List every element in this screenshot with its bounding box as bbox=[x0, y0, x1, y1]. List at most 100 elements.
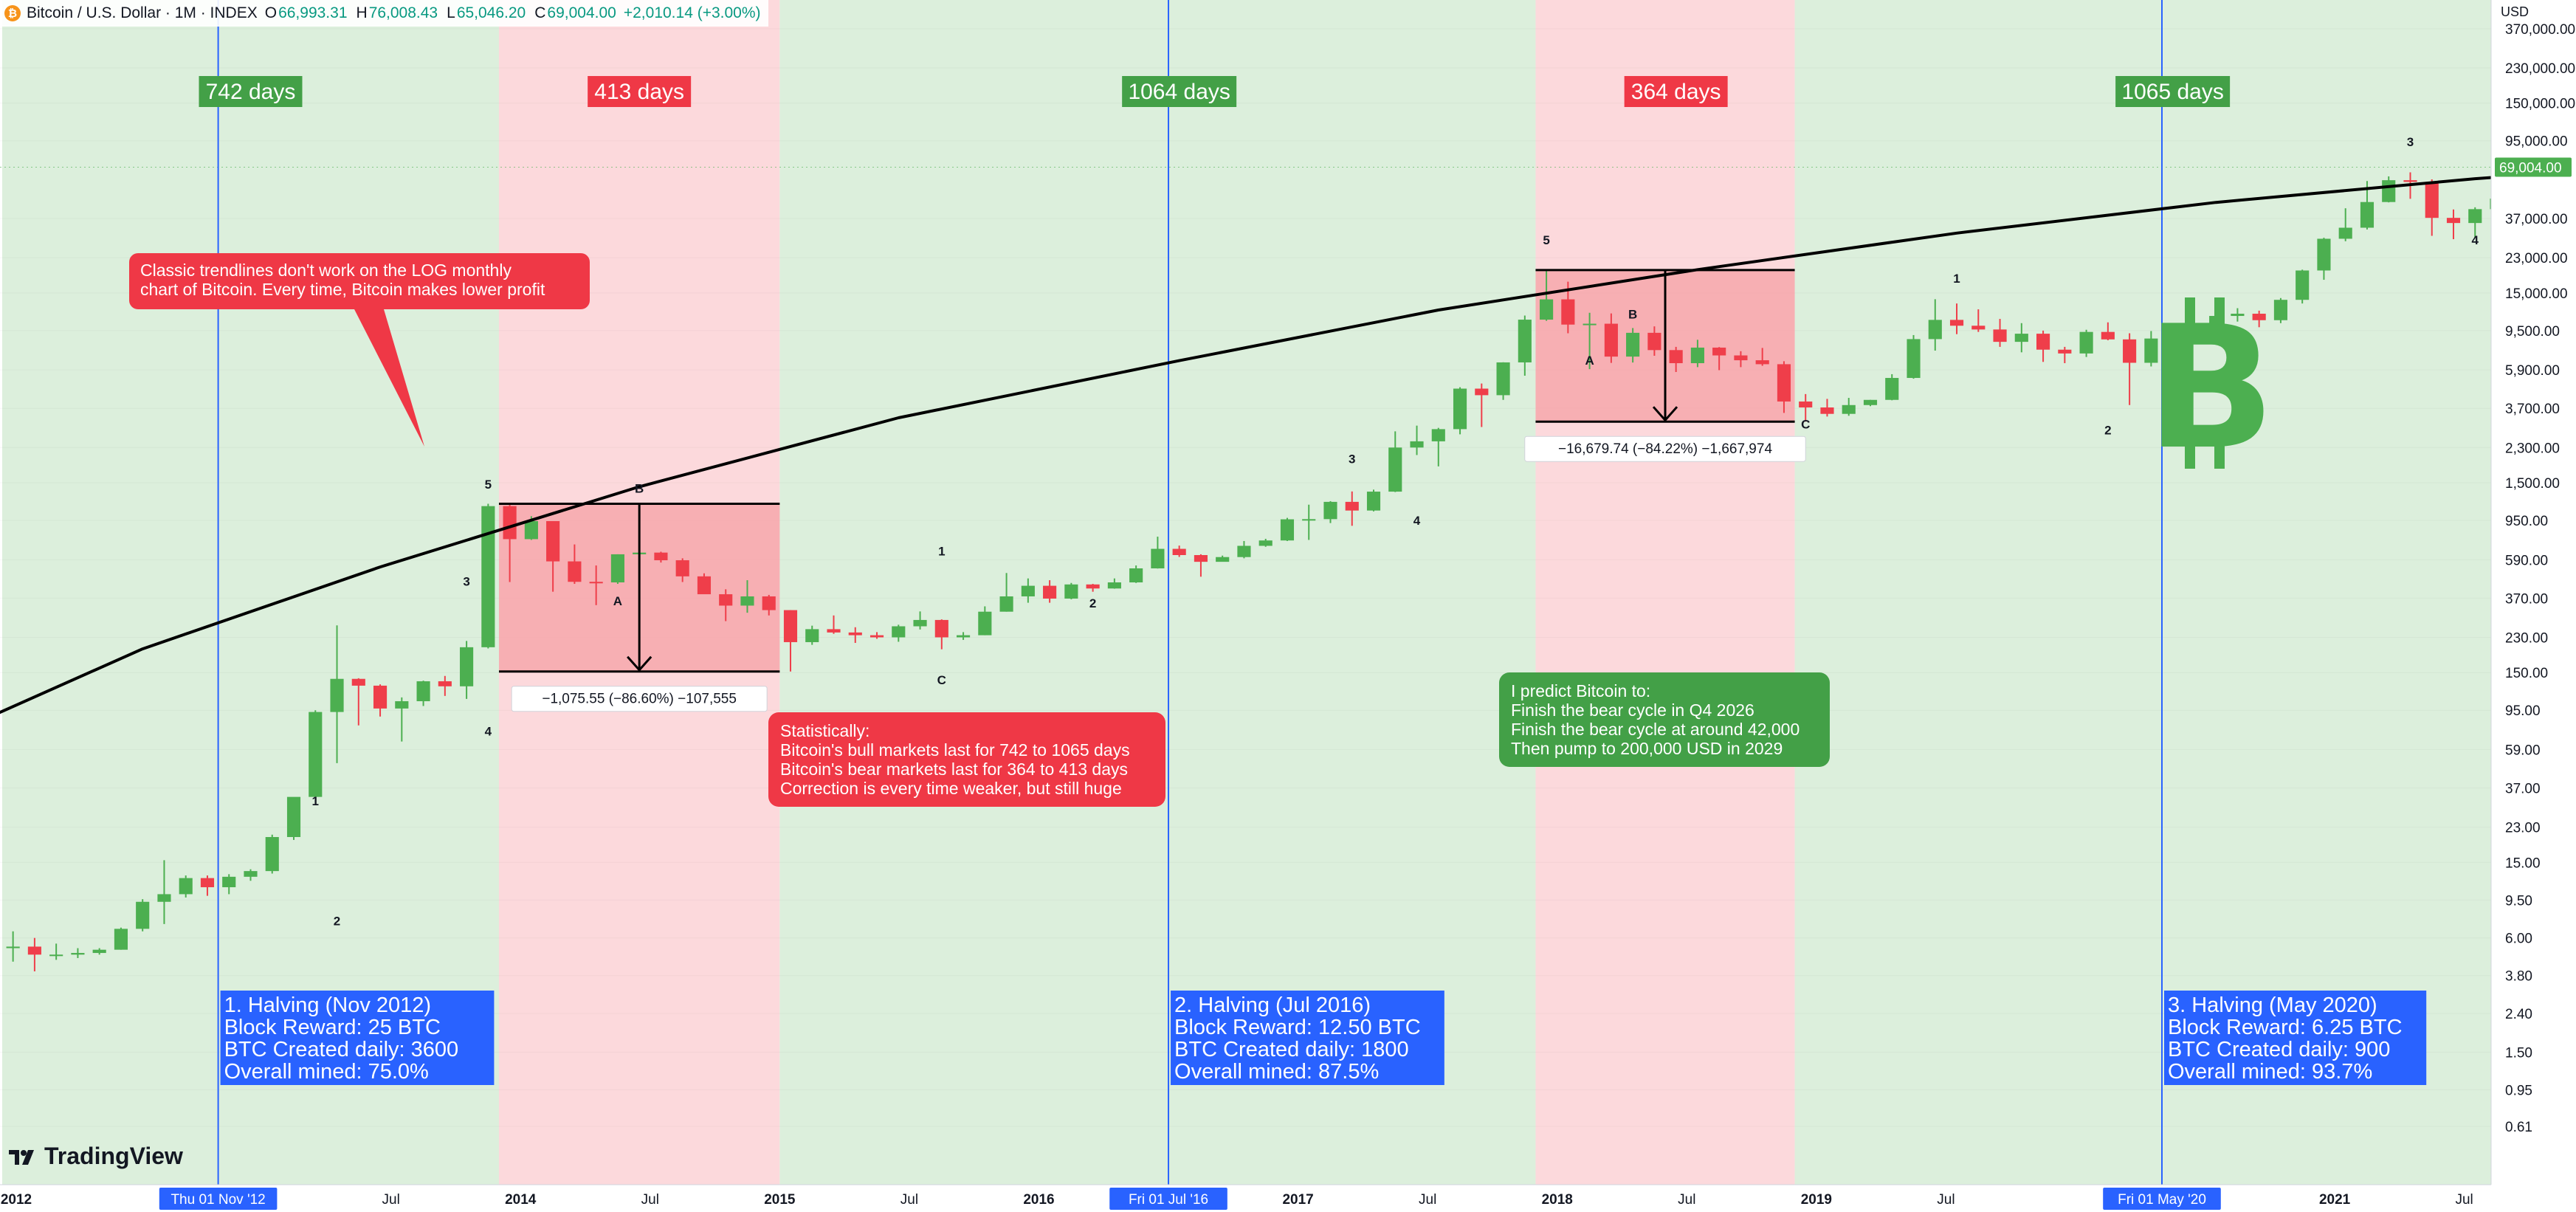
candle[interactable] bbox=[827, 615, 841, 634]
candle[interactable] bbox=[999, 573, 1013, 612]
candle[interactable] bbox=[1928, 299, 1942, 351]
candle[interactable] bbox=[1043, 580, 1057, 603]
candle[interactable] bbox=[2468, 207, 2482, 238]
candle[interactable] bbox=[1107, 578, 1121, 589]
candle[interactable] bbox=[265, 834, 279, 874]
candle[interactable] bbox=[1280, 517, 1295, 541]
candle[interactable] bbox=[1949, 303, 1964, 334]
candle[interactable] bbox=[1604, 313, 1618, 363]
candle[interactable] bbox=[568, 544, 582, 585]
candle[interactable] bbox=[2166, 326, 2180, 344]
candle[interactable] bbox=[1540, 269, 1554, 321]
candle[interactable] bbox=[1021, 578, 1035, 603]
candle[interactable] bbox=[783, 610, 798, 672]
candle[interactable] bbox=[675, 558, 689, 582]
candle[interactable] bbox=[1626, 328, 1640, 363]
candle[interactable] bbox=[1755, 348, 1769, 366]
candle[interactable] bbox=[892, 624, 906, 642]
candle[interactable] bbox=[286, 796, 301, 840]
candle[interactable] bbox=[2079, 329, 2093, 357]
candle[interactable] bbox=[2252, 310, 2266, 328]
candle[interactable] bbox=[2338, 208, 2352, 241]
candle[interactable] bbox=[1323, 500, 1337, 523]
candle[interactable] bbox=[978, 606, 992, 636]
candle[interactable] bbox=[805, 625, 819, 645]
candle[interactable] bbox=[6, 931, 20, 962]
candle[interactable] bbox=[697, 573, 712, 595]
candle[interactable] bbox=[503, 504, 517, 582]
candle[interactable] bbox=[1799, 393, 1813, 422]
candle[interactable] bbox=[1669, 346, 1683, 372]
candle[interactable] bbox=[1366, 489, 1381, 512]
candle[interactable] bbox=[1820, 399, 1834, 417]
candle[interactable] bbox=[1345, 491, 1359, 526]
candle[interactable] bbox=[1907, 334, 1921, 379]
candle[interactable] bbox=[1993, 319, 2007, 347]
candle[interactable] bbox=[1690, 340, 1704, 368]
candle[interactable] bbox=[244, 869, 258, 881]
candle[interactable] bbox=[1496, 362, 1510, 400]
candle[interactable] bbox=[1777, 361, 1791, 413]
candle[interactable] bbox=[2144, 331, 2158, 367]
candle[interactable] bbox=[1583, 312, 1597, 370]
candle[interactable] bbox=[654, 551, 668, 563]
candle[interactable] bbox=[762, 594, 776, 616]
candle[interactable] bbox=[1971, 309, 1986, 332]
tradingview-logo[interactable]: TradingView bbox=[9, 1143, 183, 1170]
candle[interactable] bbox=[848, 627, 862, 643]
candle[interactable] bbox=[71, 948, 85, 958]
candle[interactable] bbox=[1151, 537, 1165, 569]
candle[interactable] bbox=[913, 611, 927, 630]
candle[interactable] bbox=[2014, 323, 2028, 353]
candle[interactable] bbox=[1064, 582, 1078, 599]
candle[interactable] bbox=[49, 943, 63, 960]
candle[interactable] bbox=[222, 874, 236, 895]
candle[interactable] bbox=[1388, 431, 1402, 492]
candle[interactable] bbox=[1842, 398, 1856, 416]
candle[interactable] bbox=[351, 678, 365, 726]
candle[interactable] bbox=[1885, 373, 1899, 401]
candle[interactable] bbox=[2446, 209, 2461, 240]
candle[interactable] bbox=[1086, 584, 1100, 592]
candle[interactable] bbox=[27, 937, 41, 971]
candle[interactable] bbox=[309, 710, 323, 798]
candle[interactable] bbox=[330, 625, 344, 763]
candle[interactable] bbox=[1194, 554, 1208, 577]
candle[interactable] bbox=[1216, 555, 1230, 562]
candle[interactable] bbox=[1734, 351, 1748, 368]
candle[interactable] bbox=[1453, 387, 1467, 435]
candle[interactable] bbox=[589, 565, 603, 605]
candle[interactable] bbox=[373, 684, 388, 717]
candle[interactable] bbox=[114, 927, 128, 950]
candle[interactable] bbox=[2296, 269, 2310, 304]
candle[interactable] bbox=[1129, 565, 1143, 583]
candle[interactable] bbox=[1518, 315, 1532, 376]
candle[interactable] bbox=[956, 632, 971, 640]
candle[interactable] bbox=[179, 875, 193, 898]
candle[interactable] bbox=[740, 580, 754, 613]
candle[interactable] bbox=[2425, 179, 2439, 236]
candle[interactable] bbox=[2317, 238, 2331, 280]
candle[interactable] bbox=[1237, 540, 1251, 559]
candle[interactable] bbox=[719, 589, 733, 622]
candle[interactable] bbox=[2273, 297, 2288, 323]
candle[interactable] bbox=[2101, 322, 2115, 340]
candle[interactable] bbox=[2036, 330, 2050, 362]
candle[interactable] bbox=[200, 875, 215, 896]
candle[interactable] bbox=[2058, 346, 2072, 364]
candle[interactable] bbox=[157, 860, 171, 924]
candle[interactable] bbox=[460, 641, 474, 699]
candle[interactable] bbox=[1475, 383, 1489, 427]
candle[interactable] bbox=[2231, 308, 2245, 322]
candle[interactable] bbox=[136, 899, 150, 932]
candle[interactable] bbox=[2123, 333, 2137, 405]
candle[interactable] bbox=[1302, 504, 1316, 540]
candle[interactable] bbox=[481, 503, 495, 649]
symbol-header[interactable]: ₿ Bitcoin / U.S. Dollar · 1M · INDEX O 66… bbox=[0, 0, 768, 27]
candle[interactable] bbox=[1647, 326, 1661, 357]
candle[interactable] bbox=[1431, 427, 1445, 466]
candle[interactable] bbox=[92, 948, 106, 955]
candle[interactable] bbox=[416, 681, 430, 706]
candle[interactable] bbox=[1863, 399, 1878, 407]
